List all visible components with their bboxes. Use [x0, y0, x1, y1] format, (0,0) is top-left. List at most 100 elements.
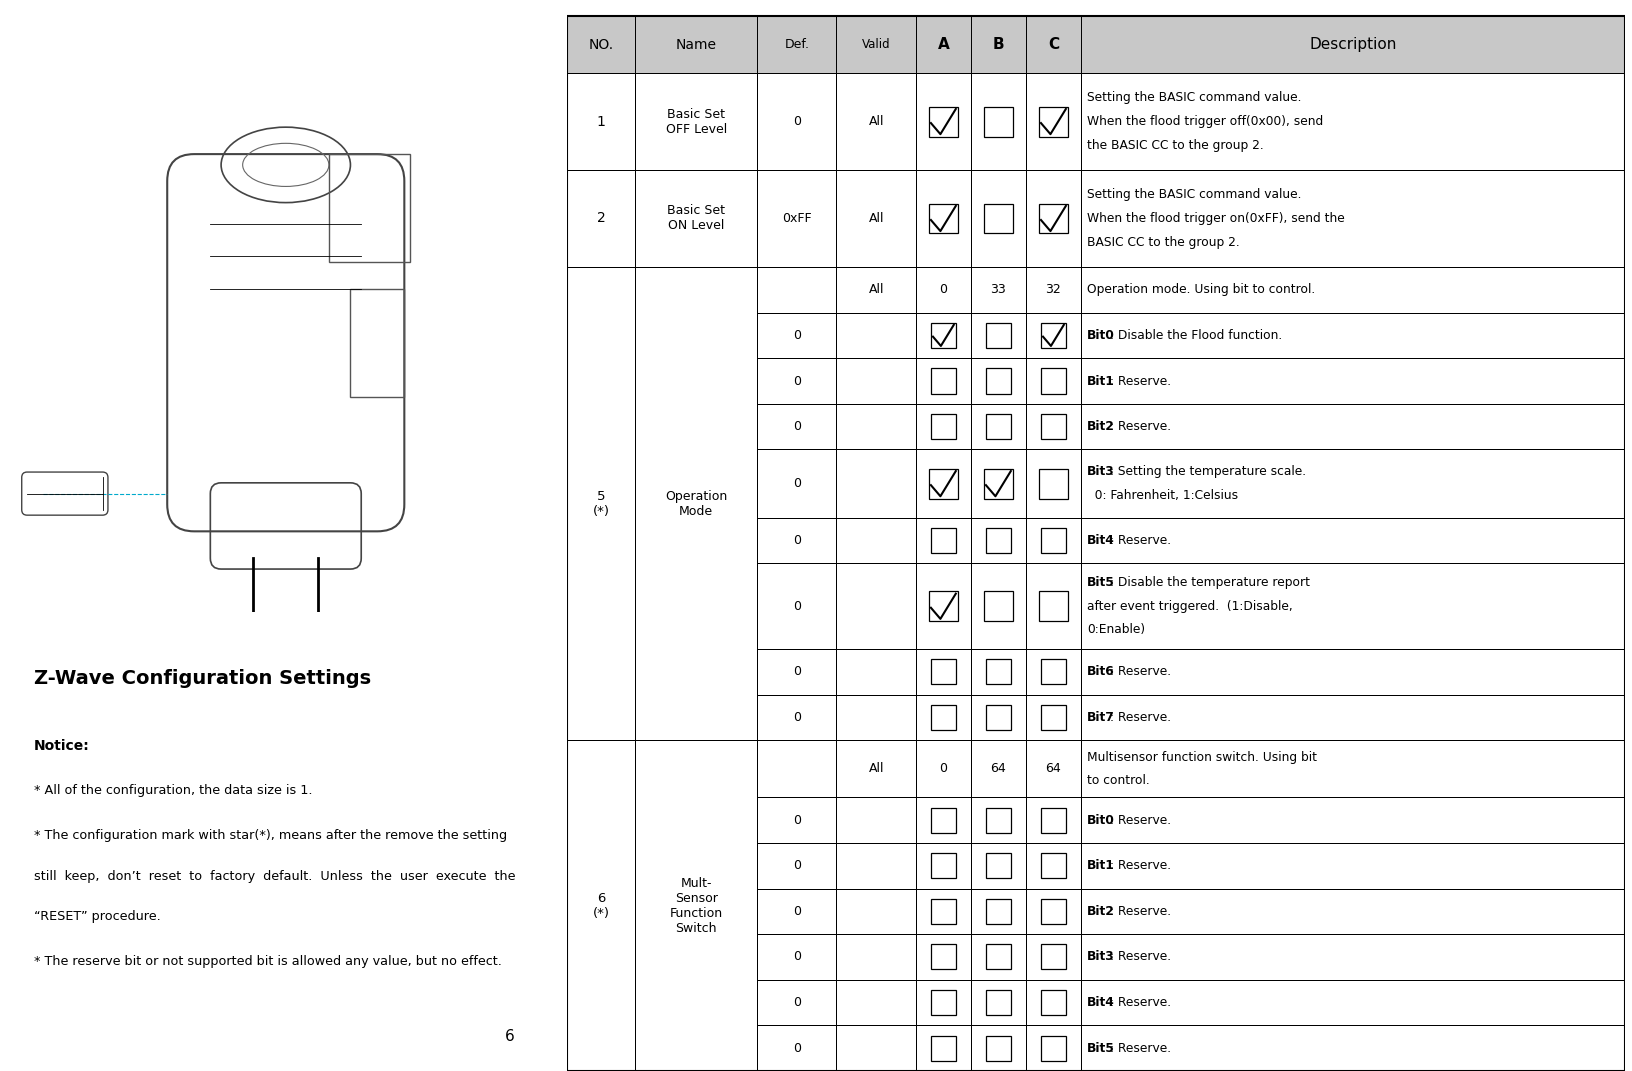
Bar [1038, 203, 1067, 233]
Text: Bit3: Bit3 [1087, 466, 1115, 479]
Bar [930, 660, 955, 684]
Bar [930, 854, 955, 878]
Bar [757, 797, 836, 843]
Bar [916, 404, 971, 450]
Text: Notice:: Notice: [34, 739, 90, 753]
Bar [986, 808, 1010, 832]
Text: Setting the BASIC command value.: Setting the BASIC command value. [1087, 188, 1301, 201]
Bar [971, 934, 1025, 980]
Text: Name: Name [676, 37, 716, 51]
Text: : Reserve.: : Reserve. [1110, 665, 1170, 678]
Bar [986, 945, 1010, 969]
Text: 0: 0 [792, 600, 800, 613]
Text: BASIC CC to the group 2.: BASIC CC to the group 2. [1087, 236, 1239, 248]
Bar [1040, 705, 1066, 730]
Bar [986, 854, 1010, 878]
Bar [916, 695, 971, 740]
Bar [635, 170, 757, 267]
Bar [757, 313, 836, 358]
Bar [986, 705, 1010, 730]
Bar [1080, 740, 1624, 797]
Bar [916, 740, 971, 797]
Bar [1025, 358, 1080, 404]
Text: 0: 0 [938, 283, 947, 297]
Bar [1040, 660, 1066, 684]
Text: Z-Wave Configuration Settings: Z-Wave Configuration Settings [34, 669, 370, 689]
Text: 0: Fahrenheit, 1:Celsius: 0: Fahrenheit, 1:Celsius [1087, 489, 1237, 502]
Text: Bit2: Bit2 [1087, 905, 1115, 918]
Bar [836, 740, 916, 797]
Bar [971, 404, 1025, 450]
Text: : Reserve.: : Reserve. [1110, 950, 1170, 964]
Text: B: B [992, 37, 1004, 52]
Bar [1025, 73, 1080, 170]
Bar [836, 404, 916, 450]
Text: 2: 2 [596, 211, 605, 226]
Bar [971, 518, 1025, 563]
Text: Bit1: Bit1 [1087, 375, 1115, 388]
Bar [1080, 518, 1624, 563]
Bar [1080, 889, 1624, 934]
Bar [1080, 313, 1624, 358]
Text: Operation mode. Using bit to control.: Operation mode. Using bit to control. [1087, 283, 1315, 297]
Bar [1080, 843, 1624, 889]
Bar [1025, 313, 1080, 358]
Text: Bit0: Bit0 [1087, 814, 1115, 827]
Text: 33: 33 [991, 283, 1005, 297]
Bar [929, 106, 958, 136]
Text: * The reserve bit or not supported bit is allowed any value, but no effect.: * The reserve bit or not supported bit i… [34, 955, 501, 968]
Text: Bit5: Bit5 [1087, 1042, 1115, 1055]
Bar [757, 740, 836, 797]
Bar [982, 203, 1012, 233]
Bar [916, 797, 971, 843]
Bar [971, 1025, 1025, 1071]
Bar [1025, 980, 1080, 1025]
Bar [971, 695, 1025, 740]
Bar [757, 889, 836, 934]
Bar [757, 16, 836, 73]
Bar [916, 267, 971, 313]
Text: : Reserve.: : Reserve. [1110, 996, 1170, 1009]
Text: 64: 64 [991, 763, 1005, 775]
Bar [566, 170, 635, 267]
Text: 64: 64 [1044, 763, 1061, 775]
Bar [836, 358, 916, 404]
Bar [1040, 899, 1066, 924]
Bar [916, 649, 971, 695]
Bar [916, 73, 971, 170]
Bar [930, 808, 955, 832]
Bar [635, 267, 757, 740]
Bar [916, 450, 971, 518]
Bar [971, 649, 1025, 695]
Bar [1080, 450, 1624, 518]
Bar [1080, 267, 1624, 313]
Bar [836, 980, 916, 1025]
Text: * All of the configuration, the data size is 1.: * All of the configuration, the data siz… [34, 784, 312, 797]
Bar [1025, 889, 1080, 934]
Bar [1040, 322, 1066, 348]
Bar [1080, 563, 1624, 649]
Text: C: C [1048, 37, 1058, 52]
Bar [1025, 695, 1080, 740]
Text: after event triggered.  (1:Disable,: after event triggered. (1:Disable, [1087, 600, 1293, 613]
Bar [757, 563, 836, 649]
Bar [930, 945, 955, 969]
Bar [836, 797, 916, 843]
Text: Bit4: Bit4 [1087, 534, 1115, 547]
Bar [916, 934, 971, 980]
Text: 0: 0 [792, 814, 800, 827]
Bar [971, 267, 1025, 313]
Text: Mult-
Sensor
Function
Switch: Mult- Sensor Function Switch [669, 877, 723, 935]
Bar [1038, 591, 1067, 621]
Bar [982, 106, 1012, 136]
Bar [930, 990, 955, 1015]
Bar [836, 649, 916, 695]
Text: When the flood trigger on(0xFF), send the: When the flood trigger on(0xFF), send th… [1087, 212, 1345, 225]
Bar [1025, 1025, 1080, 1071]
Text: 6
(*): 6 (*) [592, 892, 609, 920]
Bar [836, 267, 916, 313]
Bar [971, 358, 1025, 404]
Bar [1080, 649, 1624, 695]
Text: 0: 0 [792, 905, 800, 918]
Bar [836, 73, 916, 170]
